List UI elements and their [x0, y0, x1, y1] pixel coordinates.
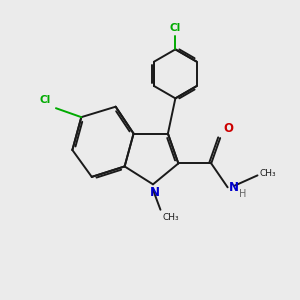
Text: O: O	[223, 122, 233, 135]
Text: CH₃: CH₃	[260, 169, 277, 178]
Text: H: H	[239, 189, 246, 199]
Text: N: N	[229, 181, 239, 194]
Text: Cl: Cl	[170, 23, 181, 33]
Text: CH₃: CH₃	[163, 213, 179, 222]
Text: N: N	[149, 186, 160, 199]
Text: Cl: Cl	[39, 94, 51, 105]
